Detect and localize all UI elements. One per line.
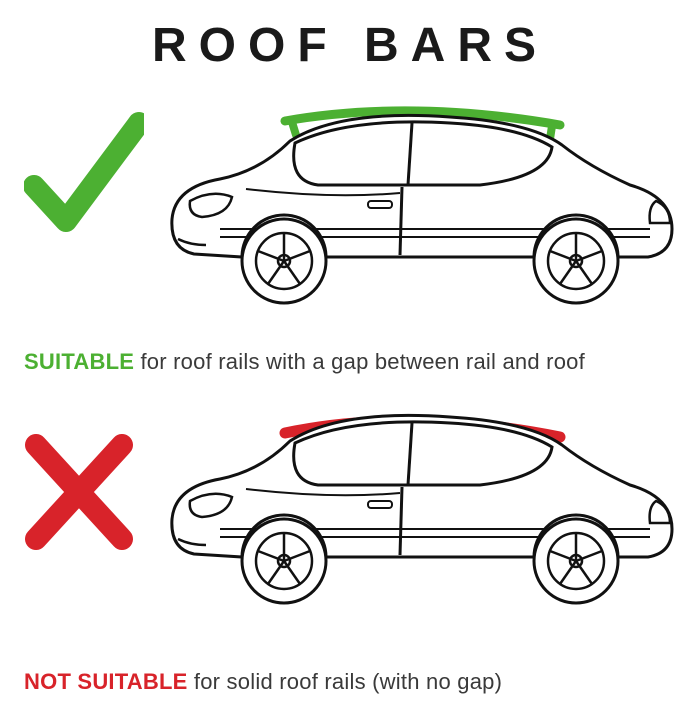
caption-suitable: SUITABLE for roof rails with a gap betwe… bbox=[24, 349, 585, 375]
wheel-rear bbox=[534, 219, 618, 303]
cross-icon bbox=[24, 431, 134, 556]
check-icon bbox=[24, 111, 144, 246]
car-unsuitable bbox=[150, 389, 690, 634]
panel-unsuitable: NOT SUITABLE for solid roof rails (with … bbox=[0, 381, 700, 701]
car-suitable bbox=[150, 89, 690, 334]
caption-unsuitable: NOT SUITABLE for solid roof rails (with … bbox=[24, 669, 502, 695]
caption-rest: for solid roof rails (with no gap) bbox=[188, 669, 503, 694]
caption-rest: for roof rails with a gap between rail a… bbox=[134, 349, 585, 374]
panel-suitable: SUITABLE for roof rails with a gap betwe… bbox=[0, 81, 700, 381]
wheel-front bbox=[242, 219, 326, 303]
caption-lead: SUITABLE bbox=[24, 349, 134, 374]
caption-lead: NOT SUITABLE bbox=[24, 669, 188, 694]
page-title: ROOF BARS bbox=[0, 0, 700, 81]
